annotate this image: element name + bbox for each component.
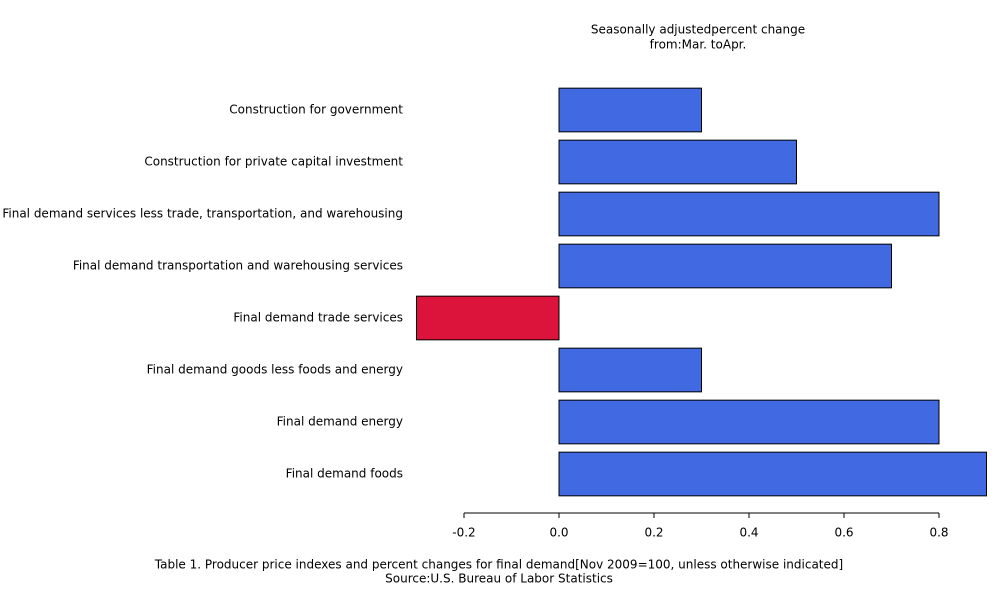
y-tick-label: Construction for government: [229, 103, 403, 117]
bar: [558, 191, 940, 237]
y-tick-label: Final demand goods less foods and energy: [147, 363, 403, 377]
chart-subtitle: from:Mar. toApr.: [650, 38, 747, 52]
y-tick-label: Final demand services less trade, transp…: [2, 207, 403, 221]
chart-title: Seasonally adjustedpercent change: [591, 23, 805, 37]
y-tick-label: Construction for private capital investm…: [144, 155, 403, 169]
x-tick-label: 0.6: [834, 526, 853, 540]
y-tick-label: Final demand transportation and warehous…: [73, 259, 403, 273]
bar: [558, 139, 797, 185]
x-tick-label: 0.4: [739, 526, 758, 540]
x-tick-label: 0.8: [929, 526, 948, 540]
x-tick-label: 0.2: [644, 526, 663, 540]
y-tick-label: Final demand energy: [277, 415, 403, 429]
y-tick-label: Final demand trade services: [233, 311, 403, 325]
source: Source:U.S. Bureau of Labor Statistics: [385, 572, 613, 586]
bar: [416, 295, 560, 341]
x-tick-label: -0.2: [452, 526, 475, 540]
caption: Table 1. Producer price indexes and perc…: [154, 558, 843, 572]
bar: [558, 243, 892, 289]
x-tick-label: 0.0: [549, 526, 568, 540]
bar: [558, 399, 940, 445]
bar: [558, 87, 702, 133]
bar: [558, 451, 987, 497]
bar: [558, 347, 702, 393]
y-tick-label: Final demand foods: [286, 467, 403, 481]
